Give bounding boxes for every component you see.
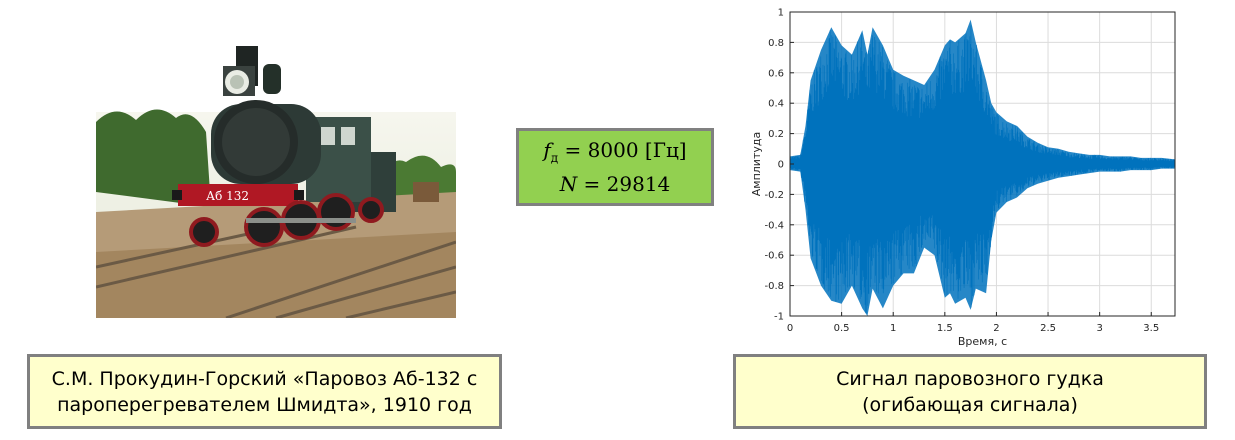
x-tick-label: 2.5: [1040, 323, 1056, 334]
y-tick-label: 0.6: [768, 68, 784, 79]
y-tick-label: 0.4: [768, 99, 784, 110]
chart-ticks: 0 0.5 1 1.5 2 2.5 3 3.5 1 0.8 0.6 0.4 0.2 0 -0.2 -0.4 -0…: [764, 8, 1159, 335]
x-tick-label: 3: [1096, 323, 1102, 334]
y-tick-label: 0.2: [768, 129, 784, 140]
y-tick-label: -1: [774, 312, 784, 323]
signal-parameters-box: fд = 8000 [Гц] N = 29814: [516, 128, 714, 206]
sampling-rate-subscript: д: [550, 151, 559, 165]
photo-caption-line-1: С.М. Прокудин-Горский «Паровоз Аб-132 с: [51, 367, 478, 390]
locomotive-photo: Аб 132: [96, 46, 456, 318]
x-tick-label: 1: [890, 323, 896, 334]
y-tick-label: -0.4: [764, 220, 784, 231]
sampling-rate-symbol: f: [543, 138, 551, 162]
x-tick-label: 0.5: [834, 323, 850, 334]
sampling-rate-value: = 8000 [Гц]: [564, 138, 687, 162]
signal-caption: Сигнал паровозного гудка (огибающая сигн…: [733, 354, 1207, 429]
waveform-chart: 0 0.5 1 1.5 2 2.5 3 3.5 1 0.8 0.6 0.4 0.2 0 -0.2 -0.4 -0…: [750, 8, 1176, 348]
x-tick-label: 3.5: [1143, 323, 1159, 334]
y-tick-label: 0.8: [768, 38, 784, 49]
y-tick-label: 1: [778, 8, 784, 19]
y-tick-label: 0: [778, 160, 784, 171]
signal-caption-line-1: Сигнал паровозного гудка: [836, 367, 1104, 390]
x-tick-label: 1.5: [937, 323, 953, 334]
sample-count-value: = 29814: [583, 172, 671, 196]
trees: [96, 109, 211, 207]
y-tick-label: -0.8: [764, 281, 784, 292]
photo-caption: С.М. Прокудин-Горский «Паровоз Аб-132 с …: [27, 354, 502, 429]
y-tick-label: -0.2: [764, 190, 784, 201]
number-plate: Аб 132: [206, 189, 249, 203]
boxcar: [413, 182, 439, 202]
photo-caption-line-2: пароперегревателем Шмидта», 1910 год: [57, 393, 472, 416]
sampling-rate-line: fд = 8000 [Гц]: [543, 137, 686, 171]
y-tick-label: -0.6: [764, 251, 784, 262]
x-tick-label: 0: [787, 323, 793, 334]
x-tick-label: 2: [993, 323, 999, 334]
sample-count-line: N = 29814: [560, 171, 671, 197]
signal-caption-line-2: (огибающая сигнала): [862, 393, 1078, 416]
signal-trace: [789, 25, 1176, 314]
chart-data: [789, 19, 1176, 316]
sample-count-symbol: N: [559, 172, 578, 196]
x-axis-label: Время, с: [958, 335, 1007, 348]
buffer-beam: [178, 184, 298, 206]
y-axis-label: Амплитуда: [750, 132, 763, 196]
